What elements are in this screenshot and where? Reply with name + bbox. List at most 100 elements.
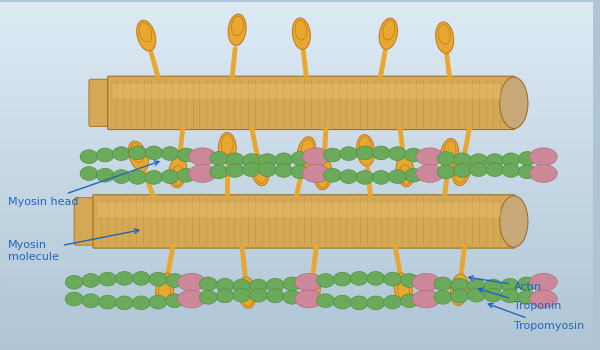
Bar — [0, 85, 593, 89]
Ellipse shape — [301, 139, 313, 159]
Ellipse shape — [372, 170, 390, 184]
Ellipse shape — [226, 163, 244, 177]
Bar — [0, 133, 593, 137]
Ellipse shape — [226, 153, 244, 167]
Ellipse shape — [232, 16, 244, 36]
Ellipse shape — [501, 278, 519, 292]
Bar — [0, 223, 593, 227]
Ellipse shape — [451, 274, 469, 305]
Ellipse shape — [334, 272, 351, 286]
Bar — [0, 47, 593, 50]
Ellipse shape — [440, 139, 458, 170]
Ellipse shape — [149, 295, 167, 309]
Ellipse shape — [283, 290, 301, 304]
Bar — [0, 203, 593, 206]
Bar — [0, 282, 593, 286]
Ellipse shape — [434, 277, 452, 291]
Bar — [0, 78, 593, 82]
Bar — [0, 116, 593, 120]
Ellipse shape — [412, 290, 440, 308]
Ellipse shape — [367, 296, 385, 310]
Ellipse shape — [233, 288, 251, 302]
Ellipse shape — [486, 154, 503, 168]
Bar — [0, 96, 593, 99]
Bar — [0, 40, 593, 44]
Ellipse shape — [438, 25, 450, 44]
FancyBboxPatch shape — [113, 84, 500, 99]
Ellipse shape — [302, 164, 330, 182]
Ellipse shape — [65, 275, 83, 289]
Bar — [0, 158, 593, 161]
Ellipse shape — [82, 294, 100, 308]
Bar — [0, 275, 593, 279]
FancyBboxPatch shape — [74, 198, 96, 245]
Ellipse shape — [80, 150, 98, 164]
Ellipse shape — [383, 272, 401, 286]
Ellipse shape — [238, 277, 256, 308]
Ellipse shape — [242, 163, 260, 177]
Bar — [0, 306, 593, 310]
Ellipse shape — [80, 167, 98, 181]
Ellipse shape — [356, 170, 374, 184]
Ellipse shape — [302, 148, 330, 166]
Ellipse shape — [295, 273, 323, 291]
Ellipse shape — [323, 168, 341, 182]
Bar — [0, 210, 593, 213]
Ellipse shape — [228, 14, 246, 46]
Ellipse shape — [149, 272, 167, 286]
Bar — [0, 64, 593, 68]
Ellipse shape — [452, 154, 470, 186]
Ellipse shape — [383, 20, 395, 40]
Ellipse shape — [210, 152, 227, 165]
Ellipse shape — [233, 279, 251, 293]
Ellipse shape — [434, 290, 452, 304]
Ellipse shape — [241, 286, 253, 306]
Bar — [0, 261, 593, 265]
Ellipse shape — [530, 148, 557, 166]
Bar — [0, 217, 593, 220]
Ellipse shape — [416, 148, 443, 166]
Bar — [0, 296, 593, 300]
Text: Actin: Actin — [469, 276, 542, 292]
Ellipse shape — [199, 277, 217, 291]
Ellipse shape — [216, 278, 234, 292]
Bar — [0, 268, 593, 272]
Ellipse shape — [317, 294, 334, 308]
Ellipse shape — [383, 295, 401, 309]
Ellipse shape — [484, 279, 502, 293]
Ellipse shape — [129, 146, 146, 160]
Bar — [0, 30, 593, 33]
Ellipse shape — [250, 288, 268, 302]
Ellipse shape — [189, 148, 217, 166]
Ellipse shape — [412, 273, 440, 291]
Bar — [0, 199, 593, 203]
Ellipse shape — [131, 144, 143, 162]
Bar — [0, 227, 593, 230]
Bar — [0, 147, 593, 151]
Bar — [0, 54, 593, 57]
Bar — [0, 44, 593, 47]
Bar — [0, 82, 593, 85]
Ellipse shape — [367, 272, 385, 285]
Ellipse shape — [502, 153, 520, 167]
Ellipse shape — [295, 290, 323, 308]
Bar — [0, 189, 593, 192]
Ellipse shape — [356, 134, 374, 166]
Ellipse shape — [199, 290, 217, 304]
Ellipse shape — [128, 141, 148, 172]
Bar — [0, 320, 593, 324]
Bar — [0, 151, 593, 154]
Ellipse shape — [169, 156, 187, 188]
Ellipse shape — [451, 278, 469, 292]
Bar — [0, 337, 593, 341]
Ellipse shape — [275, 163, 293, 177]
Bar — [0, 130, 593, 133]
Bar — [0, 254, 593, 258]
Bar — [0, 331, 593, 334]
Text: Tropomyosin: Tropomyosin — [488, 303, 584, 331]
Bar — [0, 137, 593, 140]
Ellipse shape — [484, 288, 502, 302]
Ellipse shape — [145, 170, 163, 184]
Ellipse shape — [388, 170, 406, 183]
Ellipse shape — [291, 165, 309, 179]
